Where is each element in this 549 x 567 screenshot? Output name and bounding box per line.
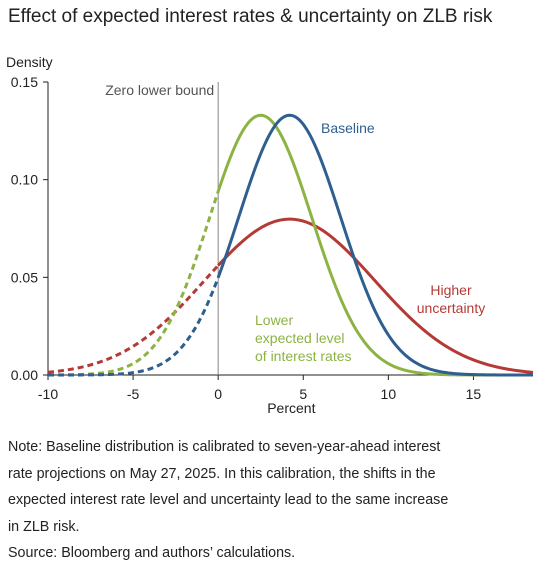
x-tick-label: 15 — [466, 386, 482, 402]
chart-title: Effect of expected interest rates & unce… — [8, 6, 493, 27]
note-line: rate projections on May 27, 2025. In thi… — [8, 465, 436, 482]
curves — [47, 113, 534, 377]
lower-expected-level-of-interest-rates-curve-dashed — [47, 190, 220, 377]
axes: 0.00 0.05 0.10 0.15 -10 -5 0 5 10 15 Density Percen… — [6, 54, 533, 416]
chart-note: Note: Baseline distribution is calibrate… — [8, 434, 538, 567]
baseline-curve-dashed — [48, 276, 220, 377]
source-line: Source: Bloomberg and authors’ calculati… — [8, 545, 296, 561]
series-labels: Baseline Lower expected level of interest r… — [255, 120, 485, 364]
lower-expected-level-of-interest-rates-label: expected level — [255, 330, 345, 346]
x-axis-title: Percent — [267, 400, 315, 416]
lower-expected-level-of-interest-rates-label: Lower — [255, 312, 293, 328]
higher-uncertainty-label: Higher — [430, 282, 472, 298]
y-tick-label: 0.15 — [11, 74, 38, 90]
higher-uncertainty-curve-dashed — [47, 264, 220, 374]
zero-lower-bound-label: Zero lower bound — [105, 82, 214, 98]
baseline-label: Baseline — [321, 120, 375, 136]
baseline-curve — [216, 113, 533, 377]
chart: 0.00 0.05 0.10 0.15 -10 -5 0 5 10 15 Density Percen… — [6, 54, 534, 416]
note-line: in ZLB risk. — [8, 518, 80, 535]
note-line: Note: Baseline distribution is calibrate… — [8, 439, 441, 455]
lower-expected-level-of-interest-rates-label: of interest rates — [255, 348, 352, 364]
x-tick-label: -10 — [38, 386, 58, 402]
x-tick-label: 10 — [381, 386, 397, 402]
x-tick-label: 0 — [214, 386, 222, 402]
x-tick-label: 5 — [299, 386, 307, 402]
y-axis-title: Density — [6, 54, 53, 70]
note-line: expected interest rate level and uncerta… — [8, 492, 449, 508]
higher-uncertainty-label: uncertainty — [417, 300, 485, 316]
y-tick-label: 0.00 — [11, 367, 38, 383]
higher-uncertainty-curve — [217, 217, 534, 374]
y-tick-label: 0.05 — [11, 269, 38, 285]
x-tick-label: -5 — [127, 386, 140, 402]
y-tick-label: 0.10 — [11, 172, 38, 188]
